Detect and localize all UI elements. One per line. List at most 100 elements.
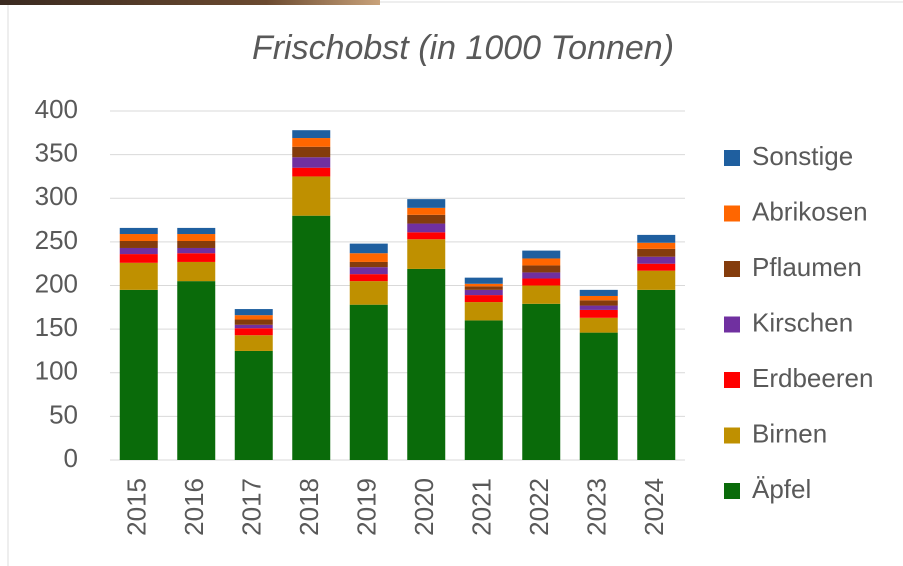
bar-segment — [579, 309, 618, 318]
bar-segment — [177, 234, 216, 242]
bar-segment — [292, 157, 331, 168]
bar-segment — [579, 317, 618, 333]
bar-segment — [407, 223, 446, 233]
bar-segment — [522, 272, 561, 279]
bar-segment — [464, 286, 503, 290]
bar-segment — [349, 267, 388, 275]
bar-segment — [119, 289, 158, 460]
x-tick-label: 2019 — [352, 478, 382, 536]
bar-segment — [637, 242, 676, 249]
legend-swatch — [724, 483, 740, 499]
bar-segment — [464, 289, 503, 296]
legend-label: Erdbeeren — [752, 363, 873, 393]
bar-segment — [522, 258, 561, 266]
bar-segment — [234, 309, 273, 316]
bar-segment — [637, 234, 676, 243]
legend-label: Birnen — [752, 418, 827, 448]
bar-segment — [119, 262, 158, 290]
bar-segment — [464, 302, 503, 321]
y-tick-label: 300 — [35, 181, 78, 211]
bar-segment — [579, 332, 618, 460]
bar-segment — [464, 277, 503, 284]
bar-segment — [292, 176, 331, 216]
legend-label: Abrikosen — [752, 196, 868, 226]
bar-segment — [292, 130, 331, 139]
chart-title: Frischobst (in 1000 Tonnen) — [252, 29, 674, 67]
x-tick-label: 2018 — [294, 478, 324, 536]
bar-segment — [177, 281, 216, 460]
bar-segment — [407, 214, 446, 224]
bar-segment — [119, 234, 158, 242]
bar-segment — [349, 261, 388, 268]
legend-swatch — [724, 427, 740, 444]
y-tick-label: 50 — [49, 399, 78, 429]
bar-segment — [407, 239, 446, 269]
bar-segment — [637, 263, 676, 271]
bar-segment — [349, 243, 388, 254]
bar-segment — [407, 268, 446, 460]
bar-segment — [522, 265, 561, 273]
header-strip — [0, 0, 380, 5]
x-tick-label: 2015 — [122, 478, 152, 536]
bar-segment — [234, 324, 273, 329]
bar-segment — [579, 300, 618, 306]
legend-swatch — [724, 316, 740, 333]
y-tick-label: 200 — [35, 268, 78, 298]
bar-segment — [407, 199, 446, 208]
legend-swatch — [724, 150, 740, 166]
bar-segment — [292, 167, 331, 177]
y-tick-label: 400 — [35, 94, 78, 124]
bar-segment — [522, 303, 561, 460]
bar-segment — [349, 281, 388, 305]
bar-segment — [119, 227, 158, 235]
legend-swatch — [724, 205, 740, 222]
bar-segment — [119, 254, 158, 263]
bar-segment — [234, 335, 273, 351]
bar-segment — [234, 315, 273, 320]
y-tick-label: 150 — [35, 312, 78, 342]
bar-segment — [177, 253, 216, 262]
bar-segment — [637, 248, 676, 257]
bar-segment — [522, 250, 561, 259]
bar-segment — [234, 350, 273, 460]
x-tick-label: 2020 — [409, 478, 439, 536]
y-tick-label: 250 — [35, 225, 78, 255]
legend-label: Pflaumen — [752, 252, 862, 282]
bar-segment — [292, 215, 331, 460]
bar-segment — [464, 283, 503, 287]
y-tick-label: 100 — [35, 356, 78, 386]
bar-segment — [637, 289, 676, 460]
x-tick-label: 2017 — [237, 478, 267, 536]
legend-label: Sonstige — [752, 141, 853, 171]
bar-segment — [292, 146, 331, 158]
bar-segment — [349, 274, 388, 282]
bar-segment — [579, 305, 618, 310]
x-tick-label: 2021 — [467, 478, 497, 536]
x-tick-label: 2022 — [524, 478, 554, 536]
bar-segment — [637, 270, 676, 290]
bar-segment — [177, 247, 216, 254]
y-tick-label: 0 — [64, 443, 78, 473]
legend-label: Kirschen — [752, 307, 853, 337]
bar-segment — [579, 289, 618, 296]
bar-segment — [234, 319, 273, 325]
x-tick-label: 2024 — [639, 478, 669, 536]
legend-swatch — [724, 372, 740, 388]
bar-segment — [637, 256, 676, 264]
bar-segment — [349, 253, 388, 262]
bar-segment — [234, 328, 273, 336]
x-tick-label: 2016 — [179, 478, 209, 536]
bar-segment — [119, 247, 158, 255]
bar-segment — [177, 227, 216, 235]
bar-segment — [464, 295, 503, 303]
bar-segment — [177, 241, 216, 248]
bar-segment — [522, 285, 561, 304]
x-tick-label: 2023 — [582, 478, 612, 536]
legend-swatch — [724, 261, 740, 277]
bar-segment — [349, 304, 388, 460]
bar-segment — [407, 207, 446, 215]
y-tick-label: 350 — [35, 138, 78, 168]
bar-segment — [119, 241, 158, 248]
bar-segment — [407, 232, 446, 240]
